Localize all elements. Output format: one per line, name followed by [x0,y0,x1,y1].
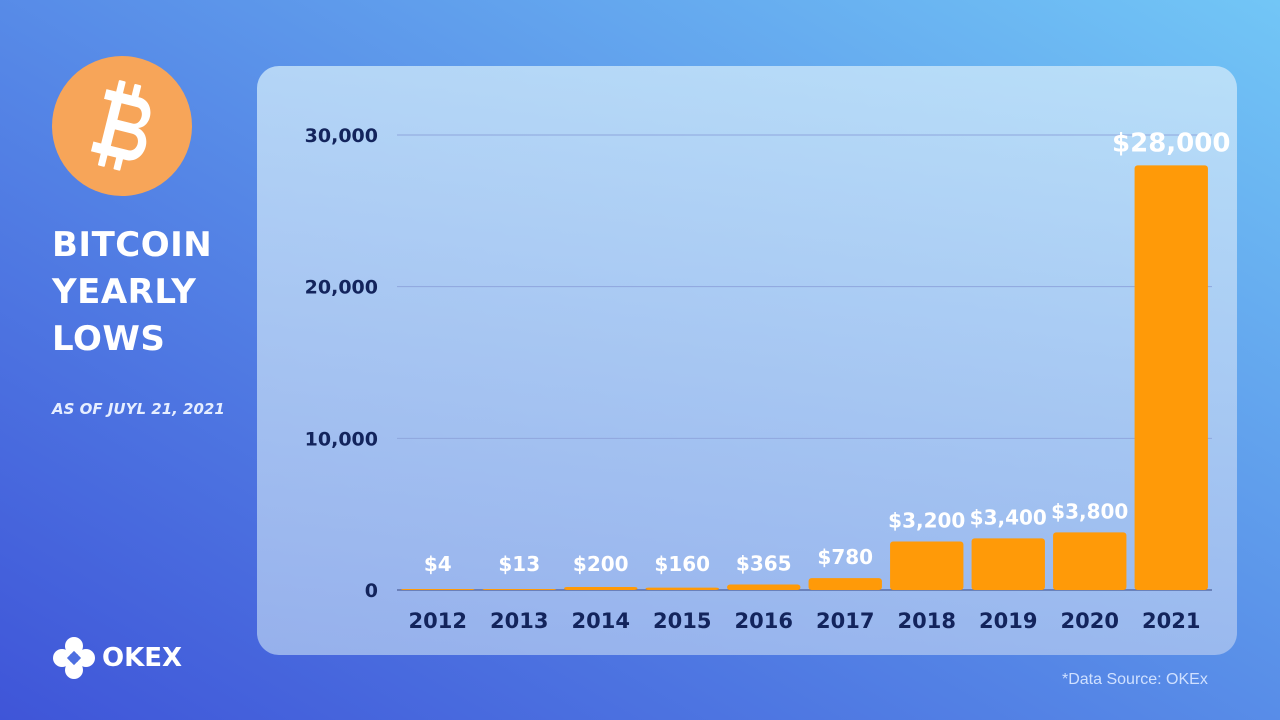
y-tick-label: 10,000 [305,428,378,450]
bitcoin-logo-icon [52,56,192,196]
bar-chart: 0 10,000 20,000 30,000 $4 2012 $13 2013 $200 2014… [305,125,1231,633]
data-label: $3,400 [970,505,1047,529]
data-label: $3,800 [1051,499,1128,523]
data-label: $160 [654,552,710,576]
y-tick-label: 20,000 [305,277,378,299]
data-label: $28,000 [1112,128,1230,158]
title-line: LOWS [52,319,166,359]
bar [727,584,801,590]
x-tick-label: 2019 [979,609,1037,633]
data-label: $780 [817,545,873,569]
x-tick-label: 2017 [816,609,874,633]
x-tick-label: 2014 [572,609,630,633]
data-label: $13 [498,552,540,576]
bar [808,578,882,590]
okex-logo-icon [53,637,95,679]
x-tick-label: 2012 [409,609,467,633]
y-tick-label: 30,000 [305,125,378,147]
x-tick-label: 2015 [653,609,711,633]
x-tick-label: 2020 [1061,609,1119,633]
brand: OKEX [52,636,182,680]
x-tick-label: 2013 [490,609,548,633]
chart-panel: 0 10,000 20,000 30,000 $4 2012 $13 2013 $200 2014… [257,66,1237,655]
date-subtitle: AS OF JUYL 21, 2021 [52,400,225,418]
bar [564,586,638,590]
bar [1053,532,1127,590]
bar [482,589,556,590]
bar [890,541,964,590]
data-label: $3,200 [888,508,965,532]
page-title: BITCOIN YEARLY LOWS [52,222,252,363]
title-line: BITCOIN [52,225,213,265]
bar [971,538,1045,590]
data-label: $200 [573,552,629,576]
data-label: $365 [736,551,792,575]
x-tick-label: 2021 [1142,609,1200,633]
y-tick-label: 0 [365,580,378,602]
brand-name: OKEX [102,643,183,673]
bar [645,587,719,590]
bar [401,589,475,590]
title-line: YEARLY [52,272,197,312]
x-tick-label: 2018 [898,609,956,633]
bar [1134,165,1208,590]
x-tick-label: 2016 [735,609,793,633]
data-source-note: *Data Source: OKEx [1062,671,1208,688]
data-label: $4 [424,552,452,576]
